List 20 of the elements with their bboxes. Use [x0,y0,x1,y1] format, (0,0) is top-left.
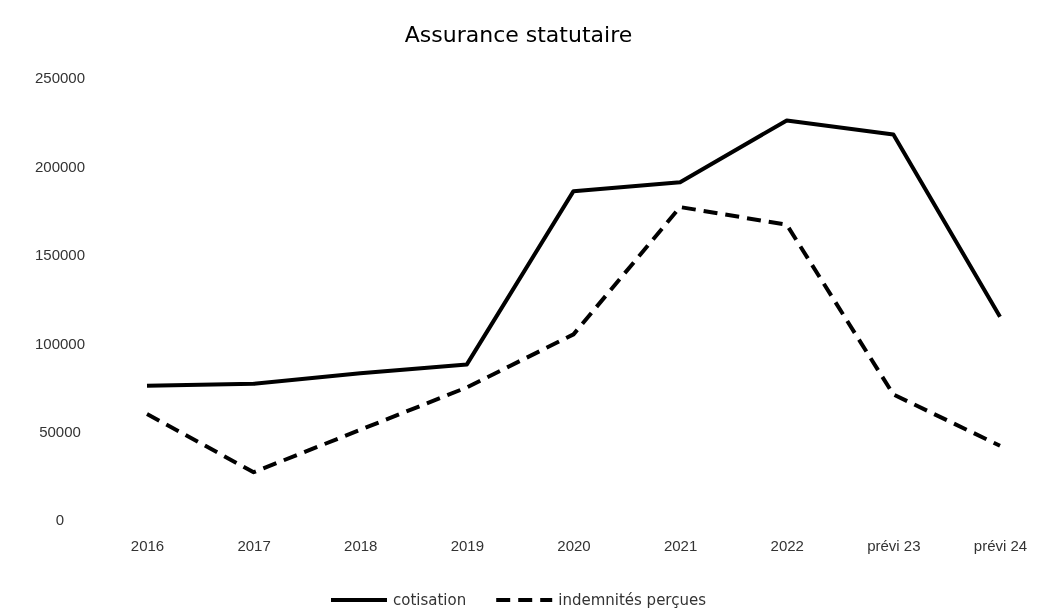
y-tick-label: 0 [55,511,65,529]
legend-label: indemnités perçues [558,591,707,609]
line-series [145,205,1002,475]
x-tick-label: 2021 [663,536,698,554]
y-tick-label: 200000 [34,157,86,175]
x-tick-label: prévi 24 [973,536,1028,554]
y-tick-label: 50000 [39,422,81,440]
y-tick-label: 150000 [34,246,86,264]
x-tick-label: prévi 23 [867,536,921,554]
line-series [145,118,1002,388]
x-tick-label: 2020 [557,536,591,554]
y-tick-label: 250000 [34,69,86,87]
x-tick-label: 2019 [450,536,485,554]
x-tick-label: 2022 [770,536,804,554]
chart-title: Assurance statutaire [404,22,633,47]
x-tick-label: 2016 [130,536,165,554]
y-tick-label: 100000 [34,334,86,352]
legend-label: cotisation [392,591,467,609]
x-tick-label: 2018 [344,536,378,554]
x-tick-label: 2017 [237,536,271,554]
